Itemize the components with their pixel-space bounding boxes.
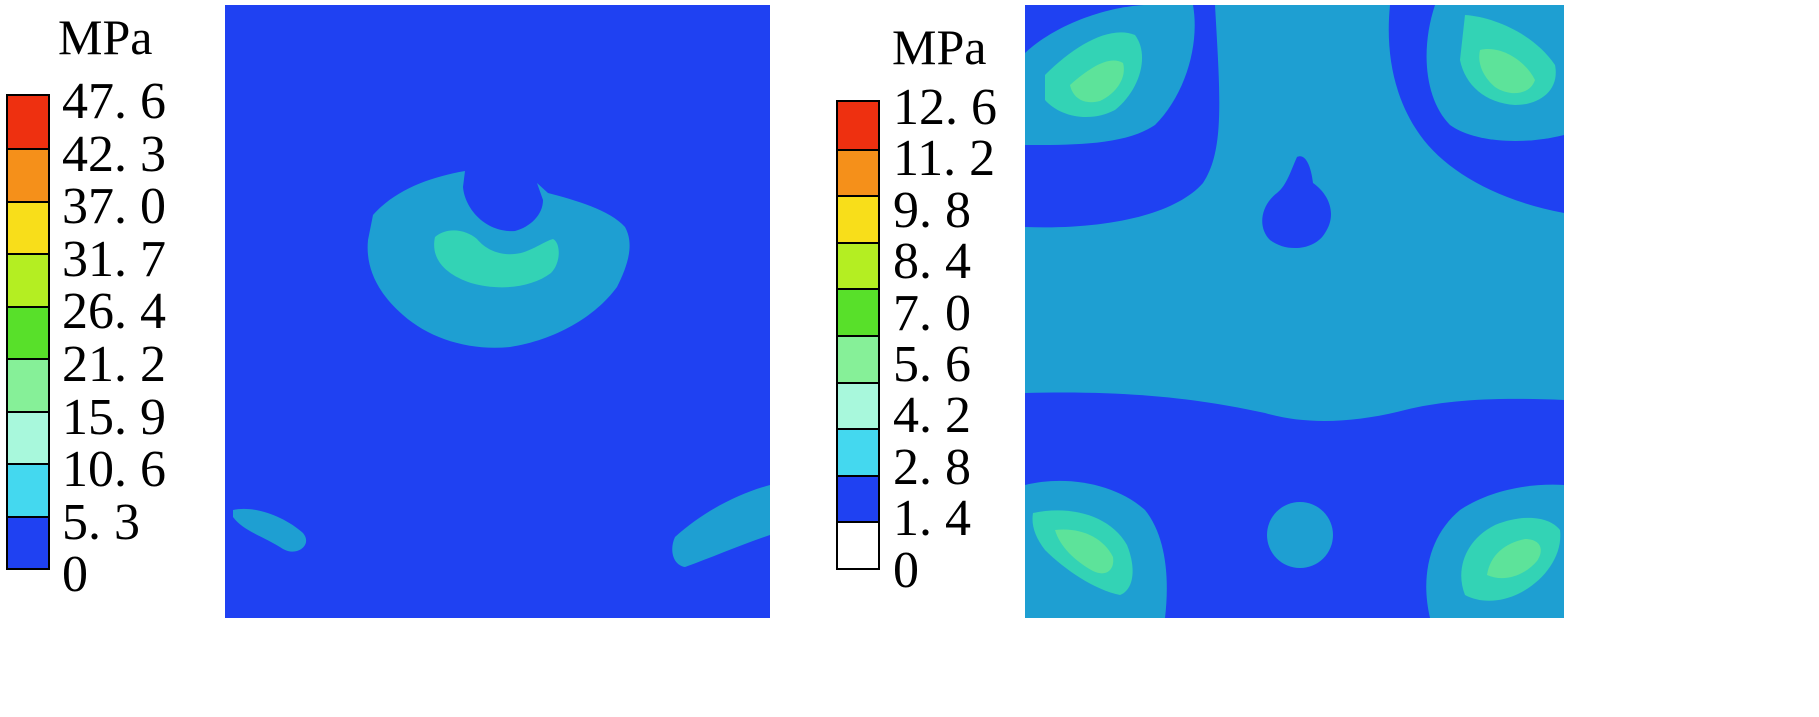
legend-swatch (838, 428, 878, 475)
legend-tick-label: 1. 4 (893, 490, 971, 548)
left-contour-plot (225, 5, 770, 618)
legend-swatch (8, 148, 48, 201)
legend-tick-label: 2. 8 (893, 438, 971, 496)
right-top-right-core (1479, 49, 1535, 94)
right-bottom-left-core (1055, 529, 1114, 574)
legend-tick-label: 12. 6 (893, 79, 997, 136)
legend-swatch (8, 305, 48, 359)
legend-tick-label: 42. 3 (62, 125, 166, 183)
left-unit-label: MPa (58, 9, 153, 65)
legend-tick-label: 31. 7 (62, 230, 166, 288)
legend-swatch (838, 148, 878, 196)
right-color-legend (836, 100, 880, 570)
legend-tick-label: 4. 2 (893, 387, 971, 445)
legend-swatch (8, 200, 48, 254)
legend-tick-label: 11. 2 (893, 130, 996, 188)
legend-tick-label: 10. 6 (62, 441, 166, 499)
left-bottom-left-patch (233, 508, 307, 552)
left-crescent-region (434, 230, 559, 288)
legend-swatch (8, 515, 48, 568)
legend-tick-label: 9. 8 (893, 181, 971, 239)
right-contour-plot (1025, 5, 1564, 618)
legend-tick-label: 21. 2 (62, 336, 166, 393)
legend-swatch (838, 474, 878, 522)
legend-tick-label: 15. 9 (62, 388, 166, 446)
legend-swatch (838, 288, 878, 335)
legend-tick-label: 5. 3 (62, 493, 140, 551)
right-lower-island (1267, 502, 1333, 568)
legend-tick-label: 5. 6 (893, 336, 971, 393)
right-top-left-core (1070, 60, 1124, 103)
legend-tick-label: 37. 0 (62, 178, 166, 236)
right-central-hole (1262, 156, 1332, 249)
legend-swatch (838, 195, 878, 242)
left-bottom-right-patch (672, 485, 770, 567)
legend-swatch (838, 521, 878, 568)
left-color-legend (6, 94, 50, 570)
right-unit-label: MPa (892, 19, 987, 75)
legend-swatch (838, 335, 878, 382)
legend-tick-label: 8. 4 (893, 233, 971, 291)
legend-swatch (8, 358, 48, 411)
legend-swatch (8, 96, 48, 149)
legend-tick-label: 7. 0 (893, 284, 971, 342)
legend-swatch (838, 102, 878, 149)
legend-tick-label: 26. 4 (62, 283, 166, 341)
legend-swatch (838, 381, 878, 429)
legend-tick-label: 0 (893, 541, 919, 599)
right-bottom-right-core (1487, 539, 1541, 579)
legend-swatch (8, 410, 48, 464)
legend-swatch (8, 463, 48, 516)
legend-tick-label: 47. 6 (62, 73, 166, 130)
legend-tick-label: 0 (62, 546, 88, 604)
legend-swatch (8, 253, 48, 306)
legend-swatch (838, 241, 878, 289)
